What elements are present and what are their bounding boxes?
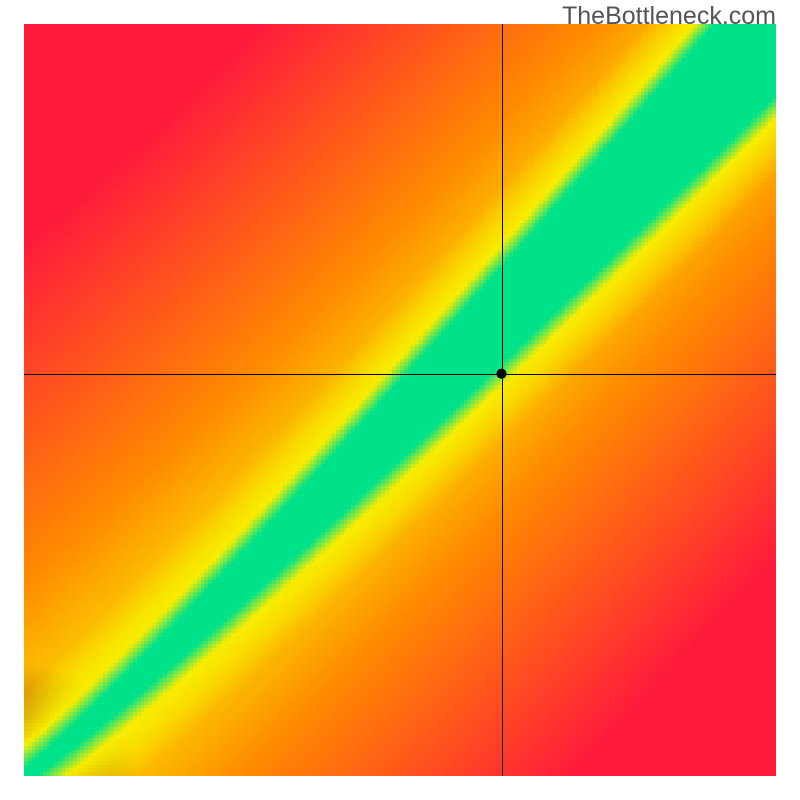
watermark-text: TheBottleneck.com xyxy=(562,2,776,31)
bottleneck-heatmap-canvas xyxy=(0,0,800,800)
chart-container: TheBottleneck.com xyxy=(0,0,800,800)
